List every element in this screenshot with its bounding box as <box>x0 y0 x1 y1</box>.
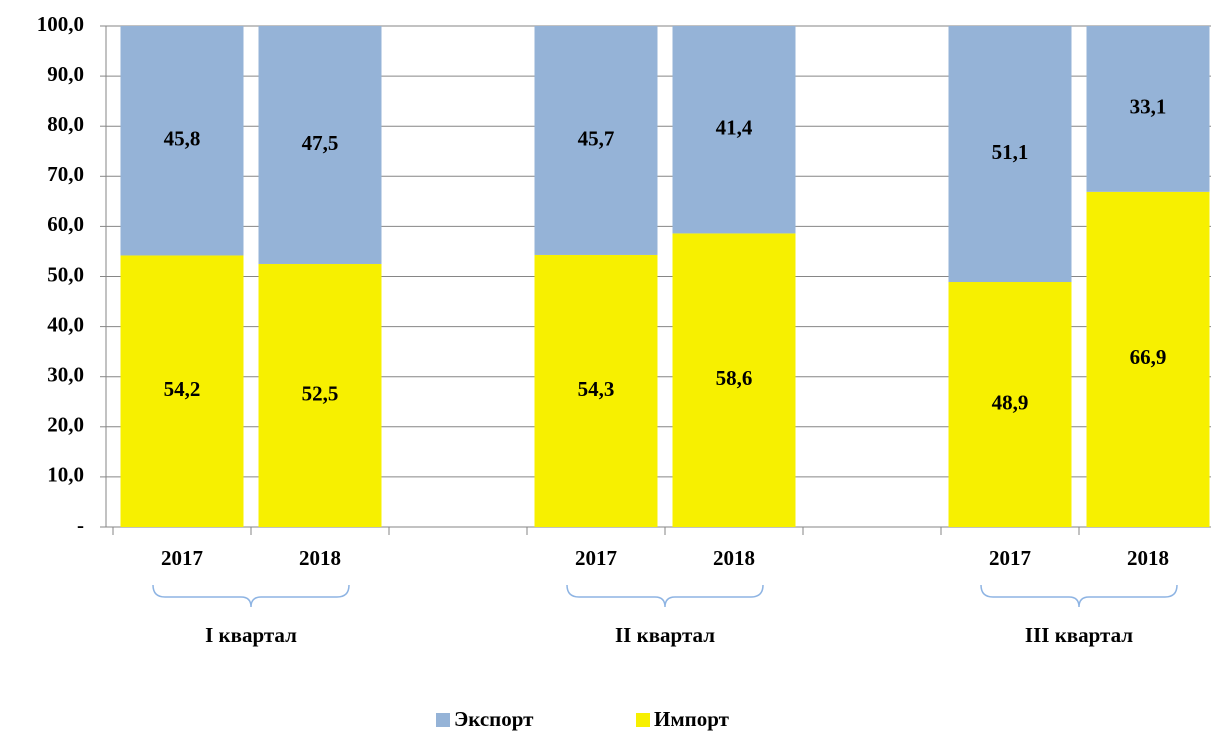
bar-segment <box>948 282 1072 527</box>
group-brace <box>980 584 1178 608</box>
value-label: 54,2 <box>164 377 201 401</box>
value-label: 66,9 <box>1130 345 1167 369</box>
bar-segment <box>120 255 244 527</box>
bar-segment <box>948 26 1072 283</box>
group-brace <box>152 584 350 608</box>
legend-swatch <box>436 713 450 727</box>
bar-segment <box>672 26 796 234</box>
value-label: 58,6 <box>716 366 753 390</box>
value-label: 45,8 <box>164 127 201 151</box>
value-label: 54,3 <box>578 377 615 401</box>
bar-segment <box>534 26 658 255</box>
x-tick-label: 2018 <box>713 546 755 570</box>
legend-label: Экспорт <box>454 707 534 731</box>
bar-segment <box>1086 191 1210 527</box>
x-tick-label: 2018 <box>1127 546 1169 570</box>
bar-segment <box>258 26 382 264</box>
y-tick-label: - <box>77 513 84 537</box>
legend-swatch <box>636 713 650 727</box>
bar-segment <box>672 233 796 527</box>
x-tick-label: 2018 <box>299 546 341 570</box>
value-label: 47,5 <box>302 131 339 155</box>
value-label: 51,1 <box>992 140 1029 164</box>
bar-segment <box>1086 26 1210 192</box>
y-tick-label: 80,0 <box>47 112 84 136</box>
bar-segment <box>534 254 658 527</box>
y-tick-label: 30,0 <box>47 363 84 387</box>
value-label: 33,1 <box>1130 95 1167 119</box>
y-tick-label: 20,0 <box>47 413 84 437</box>
bar-segment <box>120 26 244 256</box>
y-tick-label: 90,0 <box>47 62 84 86</box>
group-brace <box>566 584 764 608</box>
value-label: 48,9 <box>992 390 1029 414</box>
group-label: III квартал <box>1025 623 1133 647</box>
value-label: 45,7 <box>578 126 615 150</box>
group-label: II квартал <box>615 623 715 647</box>
x-tick-label: 2017 <box>161 546 203 570</box>
y-tick-label: 40,0 <box>47 312 84 336</box>
value-label: 41,4 <box>716 116 753 140</box>
bar-segment <box>258 263 382 527</box>
value-label: 52,5 <box>302 381 339 405</box>
y-tick-label: 50,0 <box>47 262 84 286</box>
y-tick-label: 60,0 <box>47 212 84 236</box>
group-label: I квартал <box>205 623 297 647</box>
x-tick-label: 2017 <box>575 546 617 570</box>
y-tick-label: 100,0 <box>37 12 84 36</box>
y-tick-label: 10,0 <box>47 463 84 487</box>
x-tick-label: 2017 <box>989 546 1031 570</box>
legend-label: Импорт <box>654 707 730 731</box>
y-tick-label: 70,0 <box>47 162 84 186</box>
